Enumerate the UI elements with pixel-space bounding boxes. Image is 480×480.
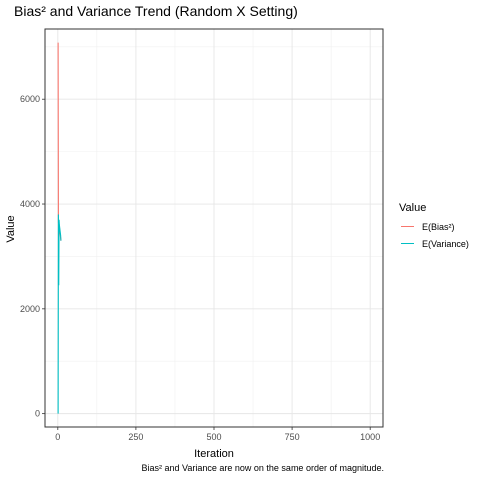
x-tick-label: 750 xyxy=(285,432,300,442)
x-tick-label: 500 xyxy=(206,432,221,442)
x-tick-label: 250 xyxy=(128,432,143,442)
grid xyxy=(45,29,383,427)
x-axis-label: Iteration xyxy=(194,448,234,460)
chart-title: Bias² and Variance Trend (Random X Setti… xyxy=(14,3,298,19)
y-tick-label: 6000 xyxy=(20,94,40,104)
series-line-0 xyxy=(57,42,62,241)
x-tick-label: 1000 xyxy=(360,432,380,442)
series-line-1 xyxy=(57,214,62,414)
chart-caption: Bias² and Variance are now on the same o… xyxy=(141,463,384,473)
series-lines xyxy=(57,42,62,414)
y-tick-label: 0 xyxy=(35,409,40,419)
y-tick-label: 2000 xyxy=(20,304,40,314)
legend-label-bias: E(Bias²) xyxy=(422,221,455,232)
y-axis-label: Value xyxy=(5,215,17,243)
legend-key-variance xyxy=(399,235,416,252)
x-tick-label: 0 xyxy=(55,432,60,442)
legend-item-variance: E(Variance) xyxy=(399,235,469,252)
legend-key-bias xyxy=(399,218,416,235)
legend-item-bias: E(Bias²) xyxy=(399,218,469,235)
legend-title: Value xyxy=(399,202,427,214)
legend: Value E(Bias²) E(Variance) xyxy=(399,202,469,252)
y-tick-label: 4000 xyxy=(20,199,40,209)
axis-ticks: 0 250 500 750 1000 0 2000 4000 6000 xyxy=(20,94,380,442)
legend-label-variance: E(Variance) xyxy=(422,238,469,249)
